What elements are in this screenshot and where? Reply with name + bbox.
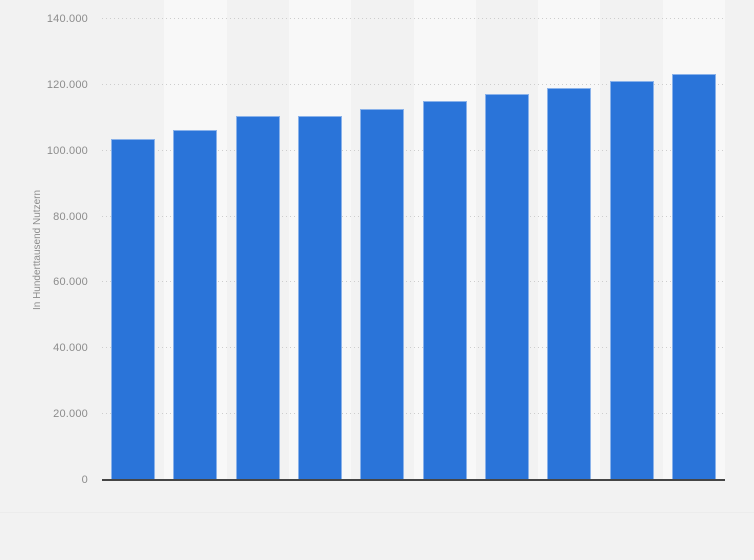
bar[interactable] [360, 109, 404, 479]
y-tick-label: 120.000 [46, 79, 88, 91]
x-axis-line [102, 479, 725, 481]
bar[interactable] [298, 116, 342, 479]
bar[interactable] [423, 101, 467, 479]
gridline [102, 413, 725, 414]
bar[interactable] [173, 130, 217, 479]
page-section-divider [0, 512, 754, 513]
gridline [102, 84, 725, 85]
bar[interactable] [236, 116, 280, 479]
y-tick-label: 80.000 [53, 211, 88, 223]
y-tick-label: 40.000 [53, 342, 88, 354]
y-tick-label: 60.000 [53, 276, 88, 288]
y-axis-title: In Hunderttausend Nutzern [32, 189, 43, 311]
gridline [102, 150, 725, 151]
bar[interactable] [485, 94, 529, 479]
y-tick-label: 140.000 [46, 13, 88, 25]
gridline [102, 281, 725, 282]
y-tick-label: 0 [81, 474, 88, 486]
gridline [102, 347, 725, 348]
y-tick-label: 20.000 [53, 408, 88, 420]
gridline [102, 18, 725, 19]
plot-area [102, 0, 725, 479]
bar[interactable] [547, 88, 591, 479]
gridline [102, 216, 725, 217]
bar[interactable] [610, 81, 654, 479]
y-tick-label: 100.000 [46, 145, 88, 157]
bar[interactable] [672, 74, 716, 479]
bar[interactable] [111, 139, 155, 479]
